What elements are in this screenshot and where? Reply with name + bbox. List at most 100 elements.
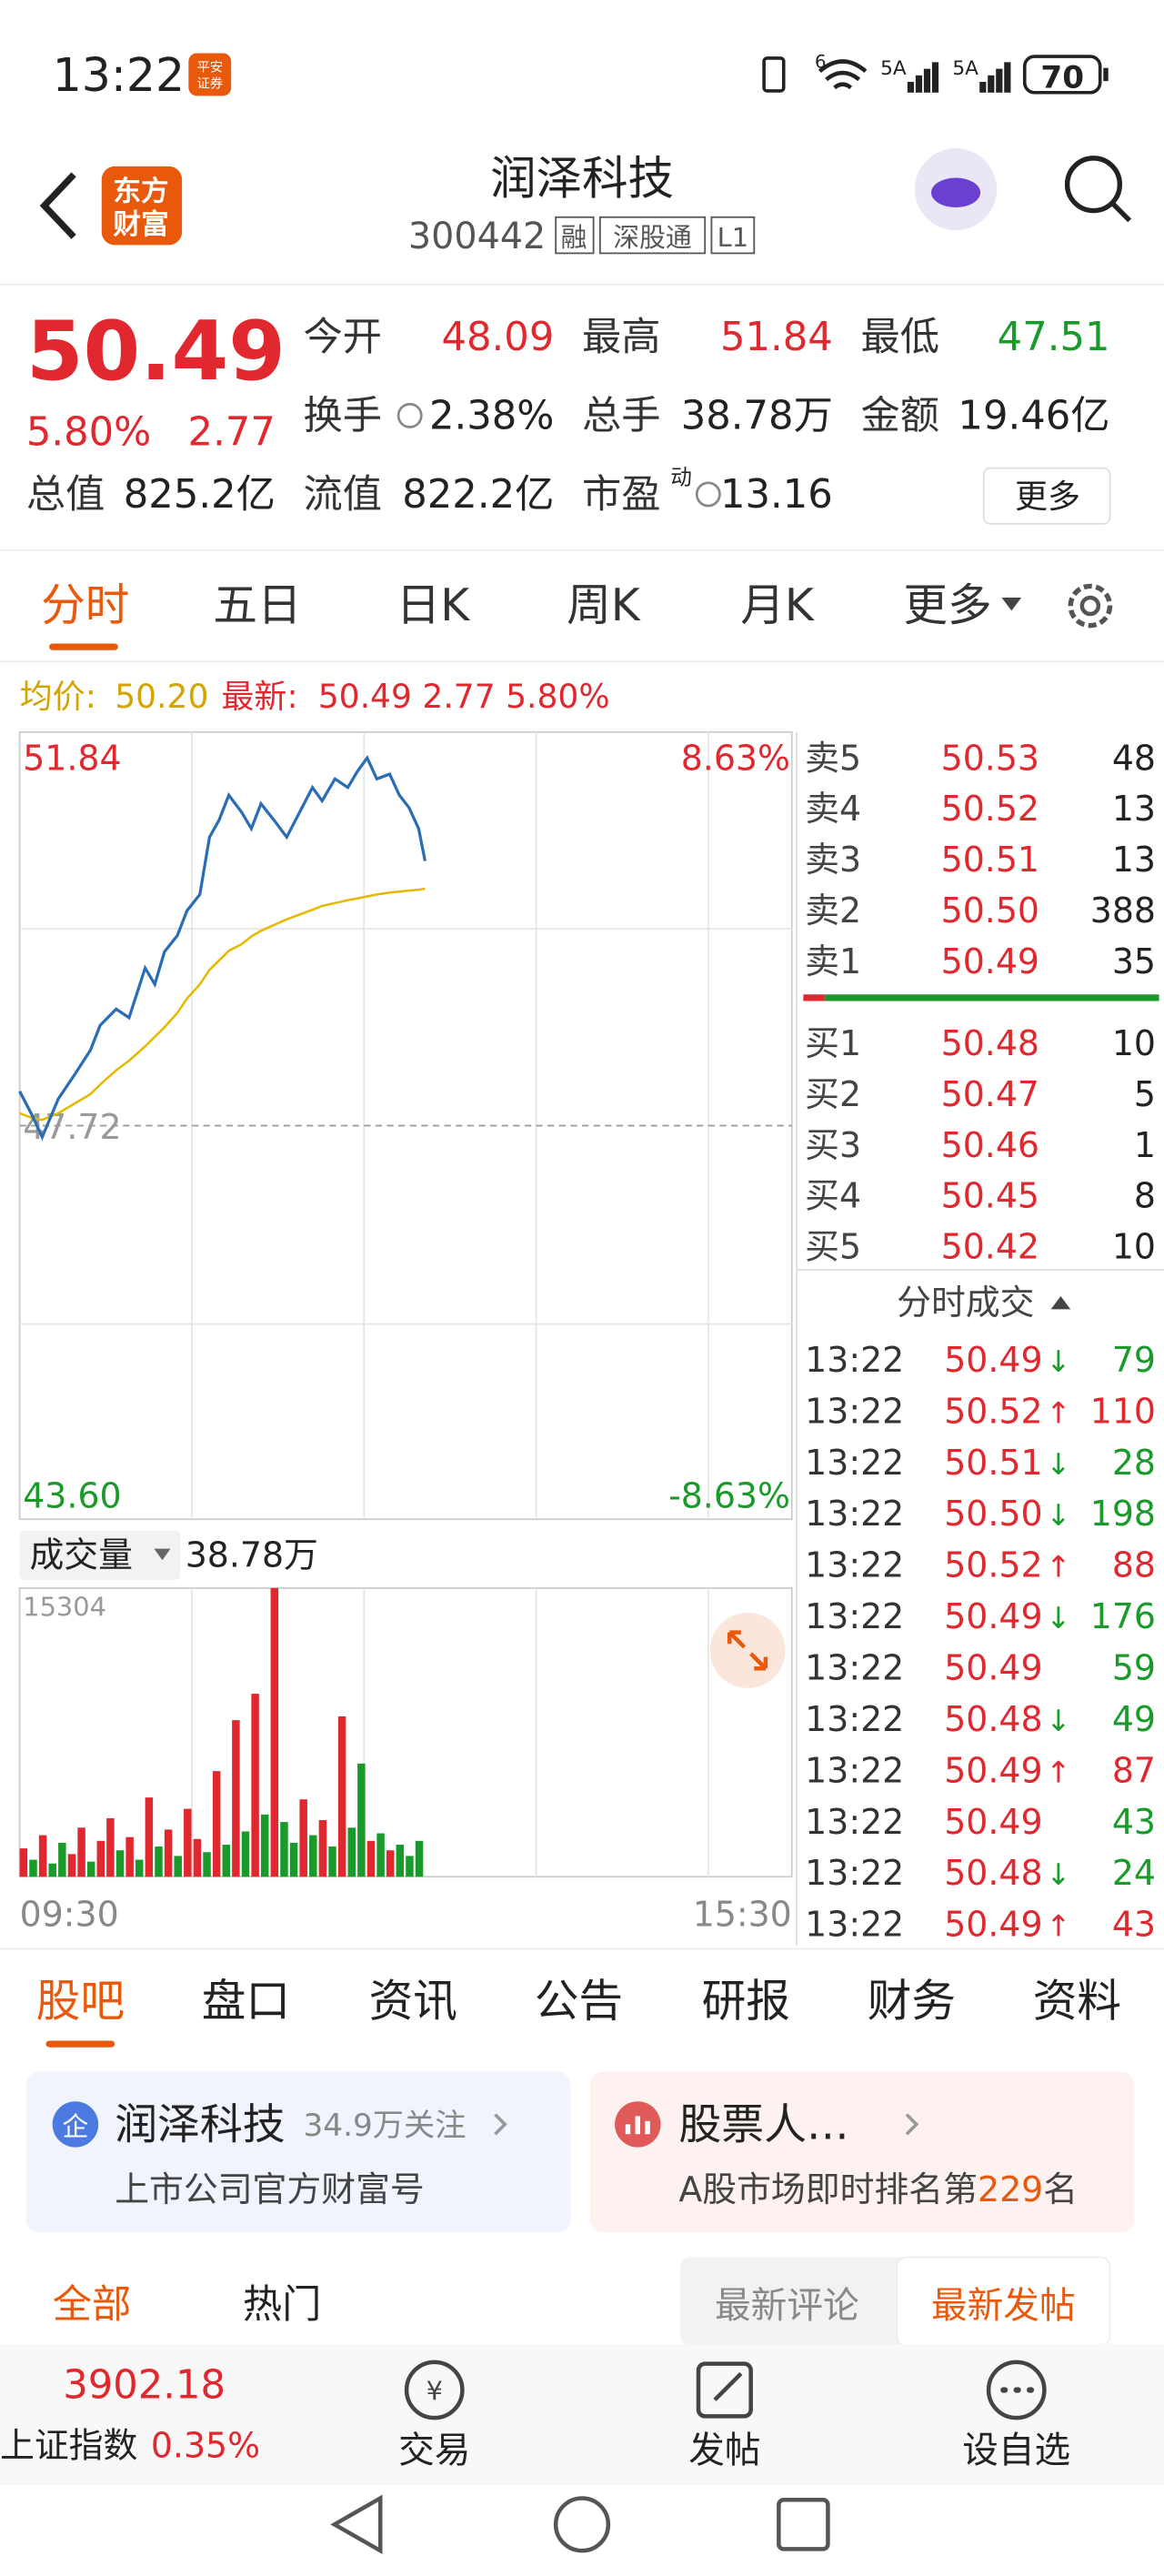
trade-volume: 110 xyxy=(1090,1391,1156,1431)
app-logo[interactable] xyxy=(101,166,183,246)
volume-bar xyxy=(164,1829,173,1877)
book-label: 卖4 xyxy=(805,789,861,829)
content-tab[interactable]: 资讯 xyxy=(369,1976,457,2027)
nav-home[interactable] xyxy=(553,2496,611,2553)
volume-selector[interactable] xyxy=(19,1530,181,1580)
volume-bar xyxy=(289,1842,298,1877)
volume-bar xyxy=(357,1763,366,1877)
field-label: 市盈 xyxy=(582,472,661,518)
footer-action[interactable]: 设自选 xyxy=(962,2430,1070,2471)
card[interactable] xyxy=(590,2071,1135,2233)
tag: 融 xyxy=(561,222,587,253)
dropdown-arrow xyxy=(154,1548,171,1561)
trade-time: 13:22 xyxy=(805,1750,904,1790)
content-tab[interactable]: 盘口 xyxy=(202,1976,290,2027)
settings-button[interactable] xyxy=(1068,583,1113,629)
nav-back[interactable] xyxy=(330,2494,383,2555)
volume-bar xyxy=(376,1833,385,1877)
field-value: 38.78万 xyxy=(681,393,833,438)
period-tab[interactable]: 月K xyxy=(740,580,815,631)
footer-bar xyxy=(0,2344,1164,2486)
volume-bar xyxy=(145,1797,154,1877)
content-tab[interactable]: 公告 xyxy=(535,1976,623,2027)
field-label: 金额 xyxy=(860,393,939,438)
trade-price: 50.49 xyxy=(944,1596,1042,1636)
last-price: 50.49 xyxy=(26,304,286,399)
y-tick-label: 47.72 xyxy=(23,1107,121,1147)
back-button[interactable] xyxy=(39,172,76,239)
period-tab[interactable]: 周K xyxy=(567,580,641,631)
volume-bar xyxy=(260,1814,269,1877)
volume-bar xyxy=(29,1859,37,1877)
y-tick-label: 15304 xyxy=(23,1592,106,1623)
info-icon xyxy=(695,481,721,508)
trade-direction: ↓ xyxy=(1046,1857,1070,1892)
sort-option[interactable]: 最新发帖 xyxy=(931,2285,1076,2327)
y-tick-label: 51.84 xyxy=(23,738,121,778)
x-tick-label: 09:30 xyxy=(20,1894,119,1934)
card-followers: 34.9万关注 xyxy=(304,2108,467,2144)
book-label: 买4 xyxy=(805,1176,861,1216)
volume-bar xyxy=(222,1844,231,1877)
trade-time: 13:22 xyxy=(805,1802,904,1842)
expand-button[interactable] xyxy=(709,1612,786,1688)
more-button[interactable] xyxy=(982,467,1111,525)
content-tab[interactable]: 财务 xyxy=(868,1976,956,2027)
badge-text: 证券 xyxy=(196,75,223,91)
period-tab[interactable]: 更多 xyxy=(903,580,991,631)
content-tab[interactable]: 股吧 xyxy=(36,1976,125,2027)
trade-volume: 43 xyxy=(1112,1905,1156,1945)
trade-volume: 24 xyxy=(1112,1853,1156,1893)
trade-price: 50.49 xyxy=(944,1648,1042,1688)
volume-bar xyxy=(48,1863,56,1877)
volume-bar xyxy=(415,1840,424,1877)
card-subtitle: A股市场即时排名第229名 xyxy=(678,2169,1078,2209)
index-value[interactable]: 3902.18 xyxy=(63,2363,226,2409)
trades-title[interactable]: 分时成交 xyxy=(897,1283,1034,1323)
trade-price: 50.49 xyxy=(944,1340,1042,1380)
footer-action[interactable]: 发帖 xyxy=(688,2430,760,2471)
book-label: 买3 xyxy=(805,1125,861,1165)
book-label: 卖5 xyxy=(805,738,861,778)
field-value: 47.51 xyxy=(998,315,1110,360)
volume-bar xyxy=(38,1835,47,1877)
period-tab[interactable]: 日K xyxy=(396,580,471,631)
trade-time: 13:22 xyxy=(805,1648,904,1688)
post-icon-pen xyxy=(713,2371,743,2401)
book-price: 50.49 xyxy=(941,941,1039,981)
content-tab[interactable]: 研报 xyxy=(702,1976,790,2027)
logo-text: 财富 xyxy=(113,208,168,241)
trade-price: 50.50 xyxy=(944,1494,1042,1534)
stock-name: 润泽科技 xyxy=(490,152,674,206)
card-title: 润泽科技 xyxy=(115,2100,285,2150)
footer-action[interactable]: 交易 xyxy=(398,2430,470,2471)
search-button[interactable] xyxy=(1064,156,1123,214)
nav-recent[interactable] xyxy=(777,2498,830,2551)
field-label: 流值 xyxy=(304,472,383,518)
volume-grid xyxy=(191,1587,709,1877)
badge-text: 平安 xyxy=(196,59,223,75)
filter-tab[interactable]: 全部 xyxy=(53,2282,132,2328)
card-icon xyxy=(52,2101,99,2148)
period-tab[interactable]: 五日 xyxy=(213,580,301,631)
field-label: 总值 xyxy=(26,472,105,518)
book-label: 买2 xyxy=(805,1074,861,1114)
content-tab[interactable]: 资料 xyxy=(1033,1976,1121,2027)
trade-direction: ↑ xyxy=(1046,1550,1070,1585)
filter-tab[interactable]: 热门 xyxy=(243,2282,322,2328)
trade-direction: ↓ xyxy=(1046,1344,1070,1379)
sort-option[interactable]: 最新评论 xyxy=(715,2285,859,2327)
price-chart: 51.84 47.72 43.60 8.63% -8.63% xyxy=(18,738,792,1516)
book-price: 50.52 xyxy=(941,789,1039,829)
trade-time: 13:22 xyxy=(805,1494,904,1534)
trade-direction: ↑ xyxy=(1046,1755,1070,1789)
field-value: 19.46亿 xyxy=(958,393,1109,438)
period-tab[interactable]: 分时 xyxy=(41,580,129,631)
trade-time: 13:22 xyxy=(805,1853,904,1893)
volume-bar xyxy=(203,1852,211,1877)
avg-label: 均价: xyxy=(20,678,96,716)
card[interactable] xyxy=(25,2071,571,2233)
sort-arrow xyxy=(1050,1296,1071,1310)
volume-title: 成交量 xyxy=(29,1535,133,1575)
trade-volume: 87 xyxy=(1112,1750,1156,1790)
